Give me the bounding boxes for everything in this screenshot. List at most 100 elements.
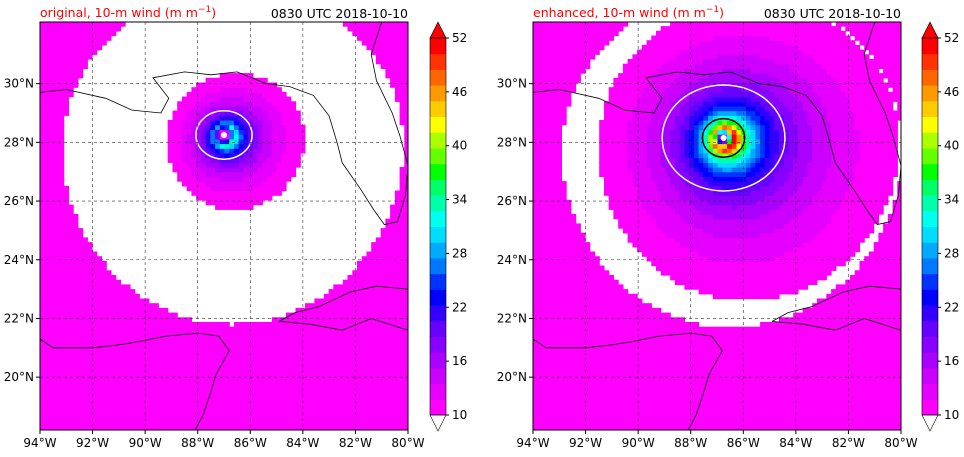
colorbar-segment: [430, 274, 446, 290]
y-tick-label: 28°N: [497, 135, 527, 149]
colorbar-tick-label: 46: [452, 85, 467, 99]
x-tick-label: 90°W: [129, 436, 162, 450]
title-superscript: −1: [198, 5, 211, 15]
colorbar-segment: [922, 101, 938, 117]
y-tick-label: 24°N: [497, 253, 527, 267]
colorbar-segment: [430, 101, 446, 117]
y-tick-label: 30°N: [497, 77, 527, 91]
colorbar-extend-min: [922, 415, 938, 431]
colorbar-segment: [922, 38, 938, 54]
colorbar-segment: [922, 289, 938, 305]
colorbar-segment: [430, 211, 446, 227]
colorbar-tick-label: 22: [944, 300, 959, 314]
colorbar-segment: [430, 368, 446, 384]
colorbar-tick-label: 16: [452, 354, 467, 368]
colorbar-extend-max: [430, 22, 446, 38]
colorbar-segment: [922, 399, 938, 415]
colorbar-segment: [922, 305, 938, 321]
title-superscript: −1: [706, 5, 719, 15]
colorbar-segment: [430, 69, 446, 85]
y-tick-label: 22°N: [4, 311, 34, 325]
colorbar-segment: [922, 337, 938, 353]
colorbar-segment: [922, 179, 938, 195]
colorbar-tick-label: 22: [452, 300, 467, 314]
y-tick-label: 22°N: [497, 311, 527, 325]
colorbar-segment: [922, 211, 938, 227]
colorbar-segment: [922, 164, 938, 180]
colorbar-extend-max: [922, 22, 938, 38]
panel-timestamp: 0830 UTC 2018-10-10: [764, 6, 901, 21]
colorbar-segment: [430, 289, 446, 305]
colorbar-tick-label: 28: [944, 246, 959, 260]
x-tick-label: 82°W: [339, 436, 372, 450]
storm-eye: [721, 135, 727, 141]
x-tick-label: 94°W: [23, 436, 56, 450]
colorbar-segment: [922, 195, 938, 211]
colorbar-segment: [430, 85, 446, 101]
colorbar-segment: [922, 321, 938, 337]
colorbar-segment: [430, 399, 446, 415]
x-tick-label: 88°W: [181, 436, 214, 450]
colorbar-segment: [430, 352, 446, 368]
y-tick-label: 20°N: [497, 370, 527, 384]
panel-title: original, 10-m wind (m m−1): [40, 5, 216, 20]
x-tick-label: 92°W: [76, 436, 109, 450]
colorbar-tick-label: 40: [452, 139, 467, 153]
title-close: ): [719, 5, 724, 20]
colorbar-segment: [922, 117, 938, 133]
colorbar-segment: [430, 164, 446, 180]
colorbar-segment: [430, 384, 446, 400]
colorbar-segment: [430, 148, 446, 164]
colorbar-tick-label: 46: [944, 85, 959, 99]
colorbar-tick-label: 40: [944, 139, 959, 153]
colorbar-segment: [922, 54, 938, 70]
y-tick-label: 30°N: [4, 77, 34, 91]
x-tick-label: 86°W: [727, 436, 760, 450]
y-tick-label: 26°N: [497, 194, 527, 208]
x-tick-label: 82°W: [832, 436, 865, 450]
colorbar-tick-label: 10: [944, 408, 959, 422]
colorbar-tick-label: 10: [452, 408, 467, 422]
right-panel: 94°W 92°W 90°W 88°W 86°W 84°W 82°W 80°W 20°N 22°N…: [497, 5, 918, 450]
colorbar-segment: [922, 274, 938, 290]
y-tick-label: 28°N: [4, 135, 34, 149]
panel-title: enhanced, 10-m wind (m m−1): [533, 5, 724, 20]
colorbar-segment: [922, 384, 938, 400]
colorbar-segment: [922, 148, 938, 164]
colorbar-segment: [922, 69, 938, 85]
colorbar-segment: [430, 179, 446, 195]
colorbar-segment: [430, 242, 446, 258]
colorbar-segment: [430, 258, 446, 274]
x-tick-label: 84°W: [286, 436, 319, 450]
colorbar-segment: [922, 132, 938, 148]
colorbar-tick-label: 52: [944, 31, 959, 45]
x-tick-label: 94°W: [516, 436, 549, 450]
colorbar-segment: [430, 54, 446, 70]
x-tick-label: 88°W: [674, 436, 707, 450]
colorbar-segment: [430, 227, 446, 243]
y-tick-label: 24°N: [4, 253, 34, 267]
colorbar-segment: [922, 258, 938, 274]
colorbar-segment: [922, 227, 938, 243]
colorbar-extend-min: [430, 415, 446, 431]
x-tick-label: 90°W: [622, 436, 655, 450]
storm-eye: [221, 132, 227, 138]
colorbar-segment: [430, 305, 446, 321]
colorbar-segment: [430, 38, 446, 54]
colorbar-tick-label: 34: [452, 193, 467, 207]
panel-timestamp: 0830 UTC 2018-10-10: [271, 6, 408, 21]
x-tick-label: 80°W: [884, 436, 917, 450]
title-close: ): [211, 5, 216, 20]
colorbar-segment: [430, 117, 446, 133]
x-tick-label: 84°W: [779, 436, 812, 450]
colorbar-tick-label: 28: [452, 246, 467, 260]
colorbar-segment: [430, 132, 446, 148]
colorbar-segment: [922, 352, 938, 368]
colorbar-tick-label: 16: [944, 354, 959, 368]
colorbar-segment: [922, 368, 938, 384]
x-tick-label: 92°W: [569, 436, 602, 450]
x-tick-label: 80°W: [391, 436, 424, 450]
